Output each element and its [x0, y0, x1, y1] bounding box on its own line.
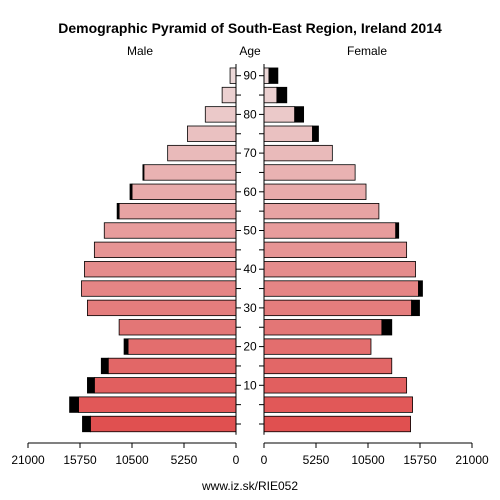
chart-title: Demographic Pyramid of South-East Region…: [58, 20, 442, 36]
male-bar-90+: [229, 67, 237, 84]
female-bar-80-84: [263, 106, 296, 123]
female-bar-10-14: [263, 377, 408, 394]
x-tick-label-male: 0: [233, 453, 240, 467]
x-tick-label-female: 15750: [403, 453, 437, 467]
age-tick-label: 10: [243, 378, 257, 392]
male-bar-80-84: [204, 106, 237, 123]
male-bar-30-34: [87, 299, 237, 317]
female-extra-bar-80-84: [294, 106, 305, 123]
x-tick-label-male: 21000: [11, 453, 45, 467]
bars-group: [69, 67, 423, 433]
male-extra-bar-10-14: [87, 377, 95, 394]
male-bar-5-9: [78, 396, 237, 413]
x-tick-label-female: 0: [261, 453, 268, 467]
axes-group: 10 20 30 40 50 60 70 80 90 21000 15750 10500 5250 0 0 5…: [11, 63, 489, 467]
female-bar-60-64: [263, 183, 367, 200]
male-extra-bar-15-19: [100, 357, 109, 375]
female-bar-0-4: [263, 415, 411, 433]
male-bar-15-19: [107, 357, 237, 375]
x-tick-label-male: 15750: [63, 453, 97, 467]
female-bar-35-39: [263, 280, 419, 297]
x-tick-label-female: 10500: [351, 453, 385, 467]
female-bar-90+: [263, 67, 270, 84]
male-extra-bar-55-59: [116, 202, 120, 220]
female-bar-50-54: [263, 222, 397, 239]
age-tick-label: 80: [243, 107, 257, 121]
female-extra-bar-25-29: [381, 319, 393, 336]
male-bar-35-39: [81, 280, 237, 297]
male-bar-0-4: [90, 415, 237, 433]
male-bar-60-64: [131, 183, 237, 200]
female-bar-45-49: [263, 241, 408, 259]
female-label: Female: [347, 44, 387, 58]
male-extra-bar-60-64: [129, 183, 133, 200]
male-bar-65-69: [143, 164, 237, 181]
age-tick-label: 60: [243, 185, 257, 199]
age-tick-label: 30: [243, 301, 257, 315]
male-bar-45-49: [93, 241, 237, 259]
female-bar-15-19: [263, 357, 393, 375]
x-tick-label-female: 5250: [303, 453, 330, 467]
male-bar-10-14: [93, 377, 237, 394]
female-extra-bar-90+: [268, 67, 279, 84]
male-bar-75-79: [187, 125, 237, 142]
female-bar-75-79: [263, 125, 313, 142]
x-tick-label-female: 21000: [455, 453, 489, 467]
male-extra-bar-0-4: [82, 415, 91, 433]
female-bar-70-74: [263, 144, 333, 162]
female-extra-bar-75-79: [312, 125, 319, 142]
female-bar-65-69: [263, 164, 356, 181]
male-bar-20-24: [127, 338, 237, 355]
female-bar-85-89: [263, 86, 278, 104]
age-tick-label: 70: [243, 146, 257, 160]
age-tick-label: 20: [243, 340, 257, 354]
male-label: Male: [127, 44, 153, 58]
x-tick-label-male: 5250: [171, 453, 198, 467]
female-extra-bar-35-39: [418, 280, 423, 297]
male-bar-40-44: [84, 261, 237, 278]
female-bar-30-34: [263, 299, 412, 317]
age-tick-label: 40: [243, 262, 257, 276]
male-bar-70-74: [167, 144, 237, 162]
source-label[interactable]: www.iz.sk/RIE052: [201, 479, 298, 493]
male-extra-bar-5-9: [69, 396, 79, 413]
female-extra-bar-85-89: [276, 86, 288, 104]
female-extra-bar-30-34: [411, 299, 420, 317]
age-tick-label: 90: [243, 69, 257, 83]
female-bar-5-9: [263, 396, 413, 413]
x-tick-label-male: 10500: [115, 453, 149, 467]
female-extra-bar-50-54: [395, 222, 400, 239]
male-bar-25-29: [118, 319, 237, 336]
age-tick-label: 50: [243, 224, 257, 238]
female-bar-25-29: [263, 319, 383, 336]
male-bar-55-59: [118, 202, 237, 220]
male-bar-50-54: [103, 222, 237, 239]
male-extra-bar-20-24: [123, 338, 129, 355]
female-bar-40-44: [263, 261, 416, 278]
male-extra-bar-65-69: [142, 164, 145, 181]
female-bar-55-59: [263, 202, 380, 220]
female-bar-20-24: [263, 338, 372, 355]
age-label: Age: [239, 44, 261, 58]
male-bar-85-89: [221, 86, 237, 104]
